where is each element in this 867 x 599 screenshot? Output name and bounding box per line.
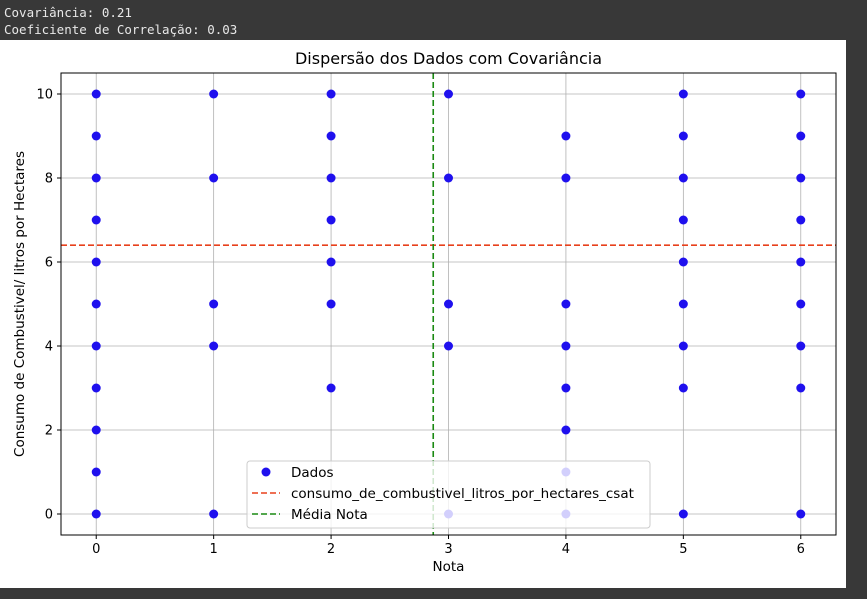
data-point bbox=[796, 173, 806, 183]
data-point bbox=[796, 509, 806, 519]
data-point bbox=[678, 341, 688, 351]
data-point bbox=[444, 341, 453, 351]
data-point bbox=[561, 131, 571, 141]
data-point bbox=[796, 299, 806, 309]
data-point bbox=[561, 341, 571, 351]
data-point bbox=[678, 299, 688, 309]
data-point bbox=[326, 383, 336, 393]
data-point bbox=[91, 257, 101, 267]
y-tick-label: 8 bbox=[45, 172, 53, 187]
x-tick-label: 2 bbox=[327, 542, 335, 557]
y-tick-label: 6 bbox=[45, 256, 53, 271]
data-point bbox=[561, 425, 571, 435]
data-point bbox=[91, 341, 101, 351]
data-point bbox=[326, 89, 336, 99]
y-tick-label: 4 bbox=[45, 340, 53, 355]
data-point bbox=[326, 215, 336, 225]
y-tick-label: 0 bbox=[45, 508, 53, 523]
data-point bbox=[561, 383, 571, 393]
data-point bbox=[209, 89, 219, 99]
data-point bbox=[678, 89, 688, 99]
data-point bbox=[91, 299, 101, 309]
x-tick-label: 5 bbox=[679, 542, 687, 557]
data-point bbox=[444, 173, 453, 183]
legend-label: Média Nota bbox=[291, 507, 368, 523]
x-tick-label: 3 bbox=[444, 542, 452, 557]
data-point bbox=[91, 173, 101, 183]
data-point bbox=[444, 299, 453, 309]
y-tick-label: 2 bbox=[45, 424, 53, 439]
data-point bbox=[326, 131, 336, 141]
data-point bbox=[678, 131, 688, 141]
legend-box bbox=[246, 460, 651, 529]
data-point bbox=[209, 299, 219, 309]
data-point bbox=[561, 173, 571, 183]
data-point bbox=[561, 299, 571, 309]
data-point bbox=[209, 341, 219, 351]
scatter-chart: 0 1 2 3 4 5 6 0 2 4 6 8 10 Dispersão dos Dados com Co… bbox=[12, 49, 837, 575]
legend-label: Dados bbox=[291, 465, 334, 481]
x-tick-label: 4 bbox=[562, 542, 570, 557]
data-point bbox=[796, 257, 806, 267]
legend-label: consumo_de_combustivel_litros_por_hectar… bbox=[291, 486, 634, 502]
data-point bbox=[796, 215, 806, 225]
data-point bbox=[326, 257, 336, 267]
figure: 0 1 2 3 4 5 6 0 2 4 6 8 10 Dispersão dos Dados com Co… bbox=[0, 40, 846, 588]
y-axis-label: Consumo de Combustivel/ litros por Hecta… bbox=[12, 151, 28, 457]
data-point bbox=[91, 467, 101, 477]
data-point bbox=[209, 509, 219, 519]
data-point bbox=[91, 383, 101, 393]
data-point bbox=[678, 173, 688, 183]
x-tick-label: 1 bbox=[210, 542, 218, 557]
data-point bbox=[91, 215, 101, 225]
data-point bbox=[326, 299, 336, 309]
data-point bbox=[796, 341, 806, 351]
chart-title: Dispersão dos Dados com Covariância bbox=[295, 49, 602, 68]
data-point bbox=[678, 257, 688, 267]
correlation-output: Coeficiente de Correlação: 0.03 bbox=[4, 22, 238, 37]
data-point bbox=[678, 383, 688, 393]
data-point bbox=[796, 383, 806, 393]
data-point bbox=[91, 425, 101, 435]
data-point bbox=[209, 173, 219, 183]
x-tick-label: 0 bbox=[92, 542, 100, 557]
data-point bbox=[678, 509, 688, 519]
data-point bbox=[444, 89, 453, 99]
legend-marker-dados bbox=[261, 467, 271, 477]
data-point bbox=[796, 131, 806, 141]
data-point bbox=[796, 89, 806, 99]
data-point bbox=[678, 215, 688, 225]
covariance-output: Covariância: 0.21 bbox=[4, 5, 132, 20]
output-text: Covariância: 0.21 Coeficiente de Correlaç… bbox=[4, 4, 237, 38]
x-tick-label: 6 bbox=[797, 542, 805, 557]
data-point bbox=[91, 89, 101, 99]
x-axis-label: Nota bbox=[433, 559, 465, 575]
data-point bbox=[326, 173, 336, 183]
data-point bbox=[91, 131, 101, 141]
data-point bbox=[91, 509, 101, 519]
y-tick-label: 10 bbox=[36, 88, 53, 103]
